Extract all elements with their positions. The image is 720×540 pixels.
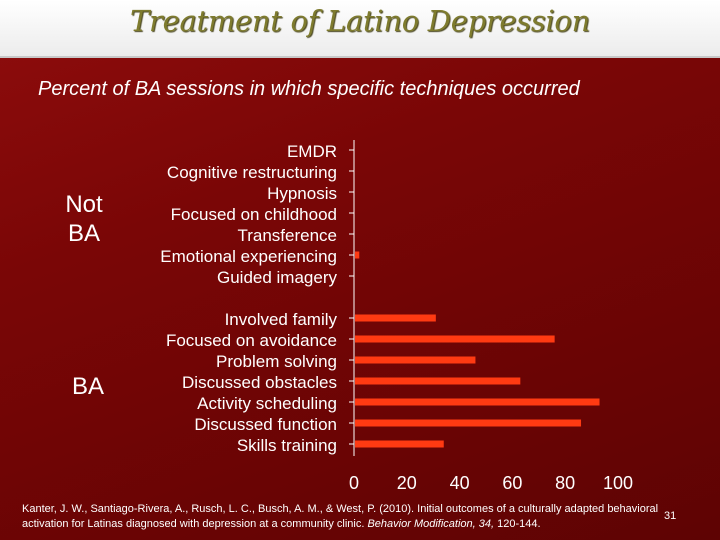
category-label: Problem solving bbox=[216, 352, 337, 371]
group-label-not-ba: Not BA bbox=[65, 191, 103, 247]
x-tick-label: 100 bbox=[603, 473, 633, 493]
slide-title: Treatment of Latino Depression bbox=[130, 4, 590, 38]
category-label: Guided imagery bbox=[217, 268, 338, 287]
bar bbox=[355, 314, 436, 322]
bar bbox=[355, 251, 360, 259]
category-label: Focused on childhood bbox=[171, 205, 337, 224]
citation: Kanter, J. W., Santiago-Rivera, A., Rusc… bbox=[22, 502, 672, 532]
category-label: Skills training bbox=[237, 436, 337, 455]
x-tick-label: 40 bbox=[450, 473, 470, 493]
category-label: Focused on avoidance bbox=[166, 331, 337, 350]
bar bbox=[355, 398, 600, 406]
x-tick-label: 0 bbox=[349, 473, 359, 493]
category-label: Activity scheduling bbox=[197, 394, 337, 413]
category-label: Emotional experiencing bbox=[160, 247, 337, 266]
page-number: 31 bbox=[664, 510, 677, 522]
x-tick-label: 20 bbox=[397, 473, 417, 493]
bar bbox=[355, 356, 476, 364]
category-label: Hypnosis bbox=[267, 184, 337, 203]
citation-journal: Behavior Modification, 34, bbox=[367, 518, 495, 530]
category-label: Discussed function bbox=[194, 415, 337, 434]
bar bbox=[355, 335, 555, 343]
bar bbox=[355, 419, 582, 427]
category-label: Involved family bbox=[225, 310, 338, 329]
group-label-ba: BA bbox=[71, 373, 104, 400]
bar bbox=[355, 440, 444, 448]
citation-text: Kanter, J. W., Santiago-Rivera, A., Rusc… bbox=[22, 503, 659, 530]
title-bar: Treatment of Latino Depression bbox=[0, 0, 720, 58]
bar bbox=[355, 377, 521, 385]
citation-pages: 120-144. bbox=[494, 518, 541, 530]
category-label: Transference bbox=[237, 226, 337, 245]
category-label: Discussed obstacles bbox=[182, 373, 337, 392]
x-tick-label: 80 bbox=[555, 473, 575, 493]
chart-subtitle: Percent of BA sessions in which specific… bbox=[38, 78, 580, 100]
x-tick-label: 60 bbox=[502, 473, 522, 493]
category-label: EMDR bbox=[287, 142, 337, 161]
category-label: Cognitive restructuring bbox=[167, 163, 337, 182]
